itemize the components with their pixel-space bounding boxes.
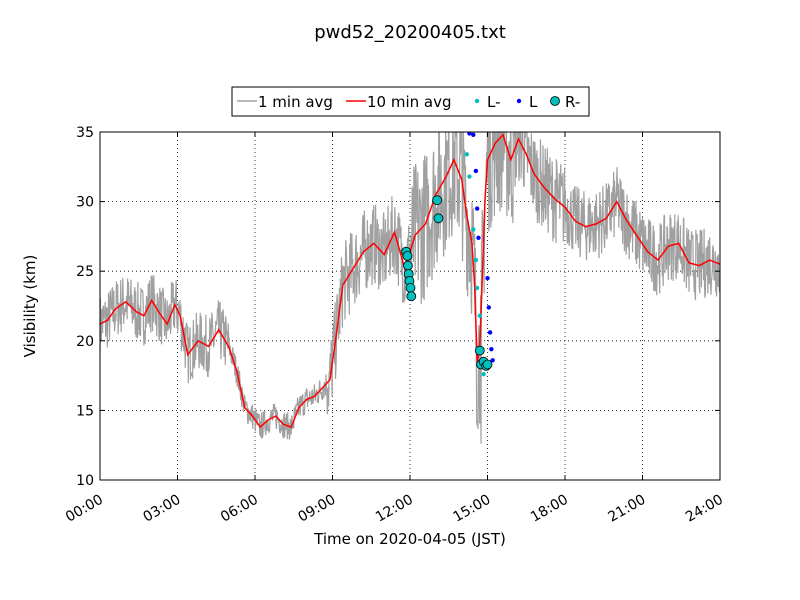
point-r-minus bbox=[433, 213, 444, 224]
y-tick-label: 15 bbox=[76, 403, 94, 419]
point-l bbox=[486, 305, 491, 310]
x-tick-label: 12:00 bbox=[373, 492, 416, 526]
point-r-minus bbox=[405, 283, 416, 293]
point-l-minus bbox=[481, 372, 486, 377]
point-l bbox=[487, 330, 493, 335]
legend-marker-r-minus bbox=[550, 96, 560, 106]
x-tick-label: 24:00 bbox=[683, 492, 726, 526]
point-l bbox=[473, 168, 479, 174]
x-tick-label: 15:00 bbox=[451, 492, 494, 526]
point-l-minus bbox=[473, 257, 479, 263]
x-axis-label: Time on 2020-04-05 (JST) bbox=[313, 530, 506, 548]
y-tick-label: 35 bbox=[76, 125, 94, 141]
point-r-minus bbox=[432, 195, 443, 206]
x-tick-label: 03:00 bbox=[141, 492, 184, 526]
legend-marker-l-minus bbox=[474, 98, 480, 104]
legend-label-l: L bbox=[529, 93, 538, 111]
y-tick-label: 25 bbox=[76, 264, 94, 280]
x-tick-label: 00:00 bbox=[63, 492, 106, 526]
point-l-minus bbox=[477, 313, 482, 318]
point-r-minus bbox=[482, 359, 493, 370]
x-tick-label: 18:00 bbox=[528, 492, 571, 526]
point-r-minus bbox=[402, 250, 413, 261]
legend-label-r-minus: R- bbox=[565, 93, 580, 111]
point-l bbox=[474, 206, 480, 211]
point-l bbox=[476, 235, 481, 240]
y-axis-label: Visibility (km) bbox=[21, 255, 39, 358]
x-tick-label: 06:00 bbox=[218, 492, 261, 526]
point-l-minus bbox=[464, 152, 470, 157]
point-r-minus bbox=[403, 260, 413, 271]
legend-label-1min: 1 min avg bbox=[258, 93, 333, 111]
point-l-minus bbox=[471, 227, 476, 232]
series-layer bbox=[100, 132, 720, 444]
y-tick-label: 20 bbox=[76, 334, 94, 350]
series-10min-avg-line bbox=[100, 133, 720, 429]
point-l-minus bbox=[467, 174, 472, 179]
x-tick-label: 09:00 bbox=[296, 492, 339, 526]
legend-label-10min: 10 min avg bbox=[367, 93, 452, 111]
y-tick-label: 30 bbox=[76, 195, 94, 211]
point-l bbox=[467, 132, 472, 136]
chart-title: pwd52_20200405.txt bbox=[314, 22, 506, 43]
point-r-minus bbox=[474, 345, 485, 356]
series-1min-avg-line bbox=[100, 132, 720, 444]
point-l bbox=[485, 275, 490, 281]
legend: 1 min avg 10 min avg L- L R- bbox=[231, 86, 590, 117]
point-r-minus bbox=[406, 291, 417, 302]
point-l-minus bbox=[474, 285, 480, 291]
legend-marker-l bbox=[516, 98, 522, 104]
x-tick-label: 21:00 bbox=[606, 492, 649, 526]
point-l bbox=[489, 346, 494, 352]
y-tick-label: 10 bbox=[76, 473, 94, 489]
point-l bbox=[490, 358, 495, 363]
point-l bbox=[471, 132, 476, 137]
legend-label-l-minus: L- bbox=[487, 93, 501, 111]
